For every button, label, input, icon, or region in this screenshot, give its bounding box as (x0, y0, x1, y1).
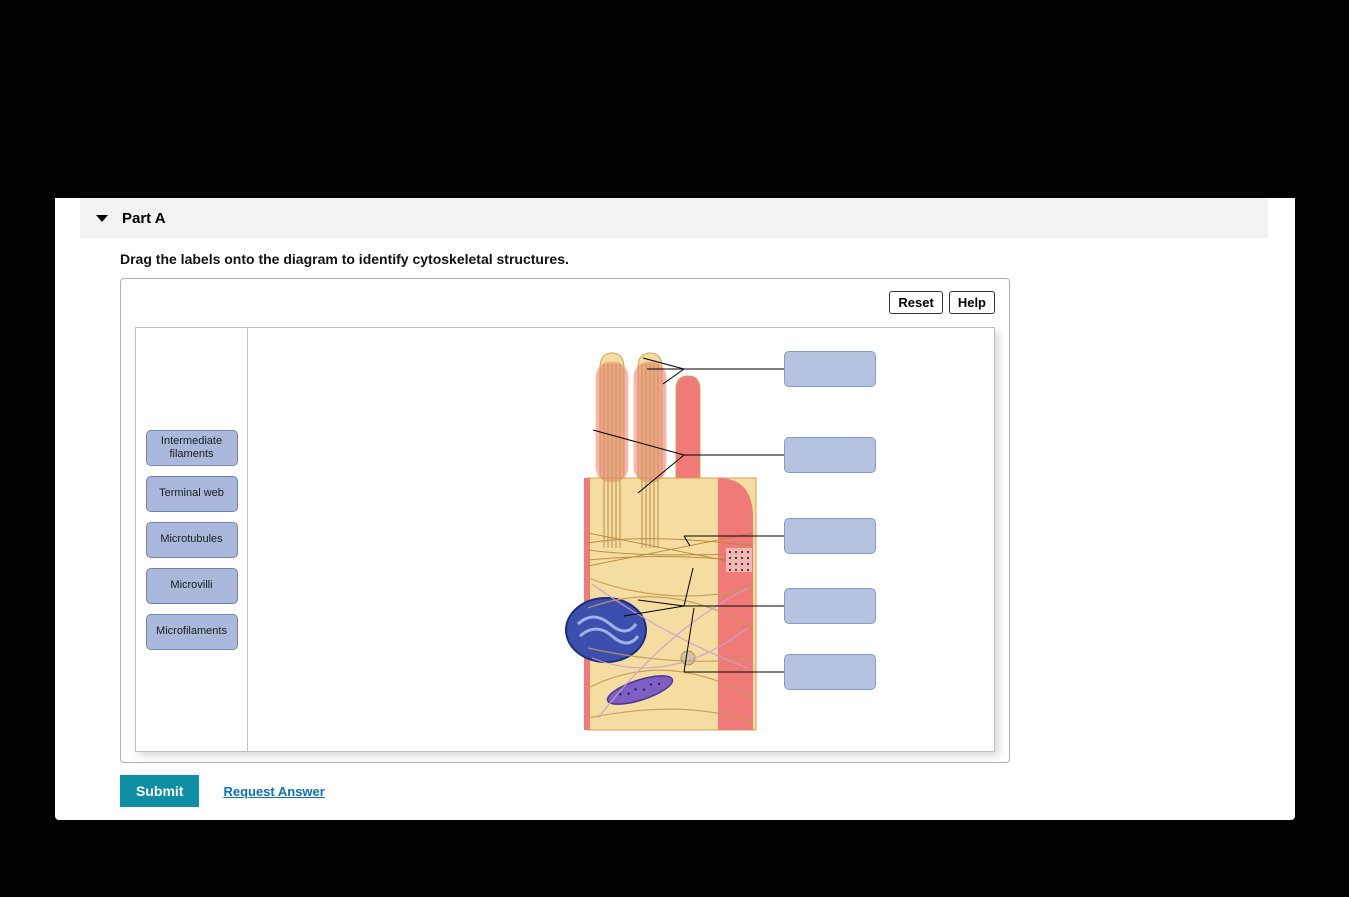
drop-slot-4[interactable] (784, 588, 876, 624)
label-microtubules[interactable]: Microtubules (146, 522, 238, 558)
reset-button[interactable]: Reset (889, 291, 942, 314)
label-microvilli[interactable]: Microvilli (146, 568, 238, 604)
drop-slot-2[interactable] (784, 437, 876, 473)
drop-slot-3[interactable] (784, 518, 876, 554)
drag-stage: Intermediate filaments Terminal web Micr… (135, 327, 995, 752)
submit-button[interactable]: Submit (120, 775, 199, 807)
toolbar: Reset Help (889, 291, 995, 314)
drop-slot-1[interactable] (784, 351, 876, 387)
label-terminal-web[interactable]: Terminal web (146, 476, 238, 512)
instruction-text: Drag the labels onto the diagram to iden… (120, 251, 569, 267)
cytoskeleton-diagram (248, 328, 996, 753)
part-title: Part A (122, 210, 166, 227)
help-button[interactable]: Help (949, 291, 995, 314)
label-microfilaments[interactable]: Microfilaments (146, 614, 238, 650)
part-header[interactable]: Part A (80, 198, 1268, 238)
diagram-area (248, 328, 994, 751)
top-blackout (0, 0, 1349, 198)
labels-column: Intermediate filaments Terminal web Micr… (136, 328, 248, 751)
activity-frame: Reset Help Intermediate filaments Termin… (120, 278, 1010, 763)
request-answer-link[interactable]: Request Answer (223, 784, 324, 799)
label-intermediate-filaments[interactable]: Intermediate filaments (146, 430, 238, 466)
drop-slot-5[interactable] (784, 654, 876, 690)
submit-row: Submit Request Answer (120, 775, 325, 807)
chevron-down-icon[interactable] (96, 215, 108, 222)
